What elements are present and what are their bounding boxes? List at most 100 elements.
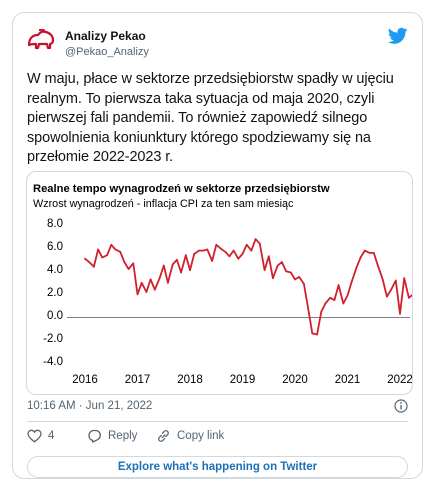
data-point [263,269,266,271]
data-point [184,254,187,257]
bison-logo[interactable] [27,29,55,53]
data-point [198,249,200,252]
author-name[interactable]: Analizy Pekao [65,29,146,43]
data-point [337,284,340,286]
data-point [394,279,397,282]
data-point [119,250,122,253]
data-point [162,264,165,267]
data-point [123,261,126,263]
line-chart: Realne tempo wynagrodzeń w sektorze prze… [33,183,412,386]
data-point [258,242,261,245]
data-point [298,276,301,278]
data-point [237,257,240,260]
data-point [136,293,139,296]
data-point [145,291,148,293]
reply-label: Reply [108,430,138,442]
data-point [303,283,305,285]
data-point [202,249,205,252]
data-point [254,238,257,240]
series-line [84,238,412,336]
y-axis-ticks: 8.0 6.0 4.0 2.0 0.0 -2.0 -4.0 [43,218,63,368]
y-tick-label: -2.0 [43,333,63,345]
data-point [189,269,191,271]
data-point [211,260,214,262]
data-point [224,250,227,253]
data-point [390,288,392,291]
data-point [176,258,178,261]
data-point [193,253,196,255]
y-tick-label: -4.0 [43,356,63,368]
data-point [316,333,318,336]
info-icon[interactable] [394,399,408,413]
data-point [408,296,410,299]
data-point [329,296,332,299]
data-point [215,243,218,246]
data-point [368,252,371,254]
data-point [285,270,287,273]
chart-image[interactable]: Realne tempo wynagrodzeń w sektorze prze… [26,171,413,395]
data-point [281,261,283,263]
reply-button[interactable]: Reply [87,429,137,443]
like-count: 4 [48,430,55,442]
data-point [355,266,358,269]
data-point [110,243,113,246]
copy-link-button[interactable]: Copy link [156,429,224,443]
data-point [307,307,309,309]
data-point [93,265,95,268]
data-point [386,295,388,298]
reply-icon [88,429,101,443]
data-point [171,263,174,266]
data-point [294,278,296,281]
y-tick-label: 4.0 [47,264,63,276]
data-point [350,280,353,283]
data-point [84,257,86,260]
x-tick-label: 2016 [72,374,98,386]
data-point [232,249,235,252]
data-point [101,256,104,259]
data-point [245,243,248,246]
twitter-bird-icon[interactable] [388,27,408,45]
data-point [324,302,327,305]
data-point [346,294,349,297]
data-point [140,281,143,284]
data-point [372,252,375,254]
data-point [267,255,270,258]
data-point [363,249,366,252]
tweet-timestamp[interactable]: 10:16 AM · Jun 21, 2022 [27,400,153,412]
x-tick-label: 2017 [125,374,151,386]
data-point [132,262,135,265]
data-point [167,281,169,284]
data-point [127,268,130,270]
copy-link-label: Copy link [177,430,225,442]
data-point [149,278,152,281]
like-button[interactable]: 4 [27,429,54,443]
author-handle[interactable]: @Pekao_Analizy [65,46,149,58]
data-point [241,253,244,255]
x-axis-ticks: 2016 2017 2018 2019 2020 2021 2022 [72,374,412,386]
data-point [97,248,99,251]
x-tick-label: 2021 [335,374,361,386]
data-point [359,256,362,259]
data-point [219,247,222,250]
data-point [377,264,379,267]
y-tick-label: 8.0 [47,218,63,230]
y-tick-label: 6.0 [47,241,63,253]
data-point [399,312,401,315]
y-tick-label: 0.0 [47,310,63,322]
data-point [158,277,161,280]
x-tick-label: 2019 [230,374,256,386]
data-point [333,299,336,301]
x-tick-label: 2022 [387,374,412,386]
data-point [320,310,323,313]
data-point [206,248,209,251]
data-point [272,277,274,280]
series-points [84,238,410,336]
chart-title: Realne tempo wynagrodzeń w sektorze prze… [33,183,330,195]
tweet-card[interactable]: Analizy Pekao @Pekao_Analizy W maju, pła… [12,12,423,479]
chart-subtitle: Wzrost wynagrodzeń - inflacja CPI za ten… [33,198,294,210]
divider [27,421,408,422]
data-point [342,302,345,305]
heart-icon [27,429,42,443]
explore-button[interactable]: Explore what's happening on Twitter [27,456,408,478]
y-tick-label: 2.0 [47,287,63,299]
